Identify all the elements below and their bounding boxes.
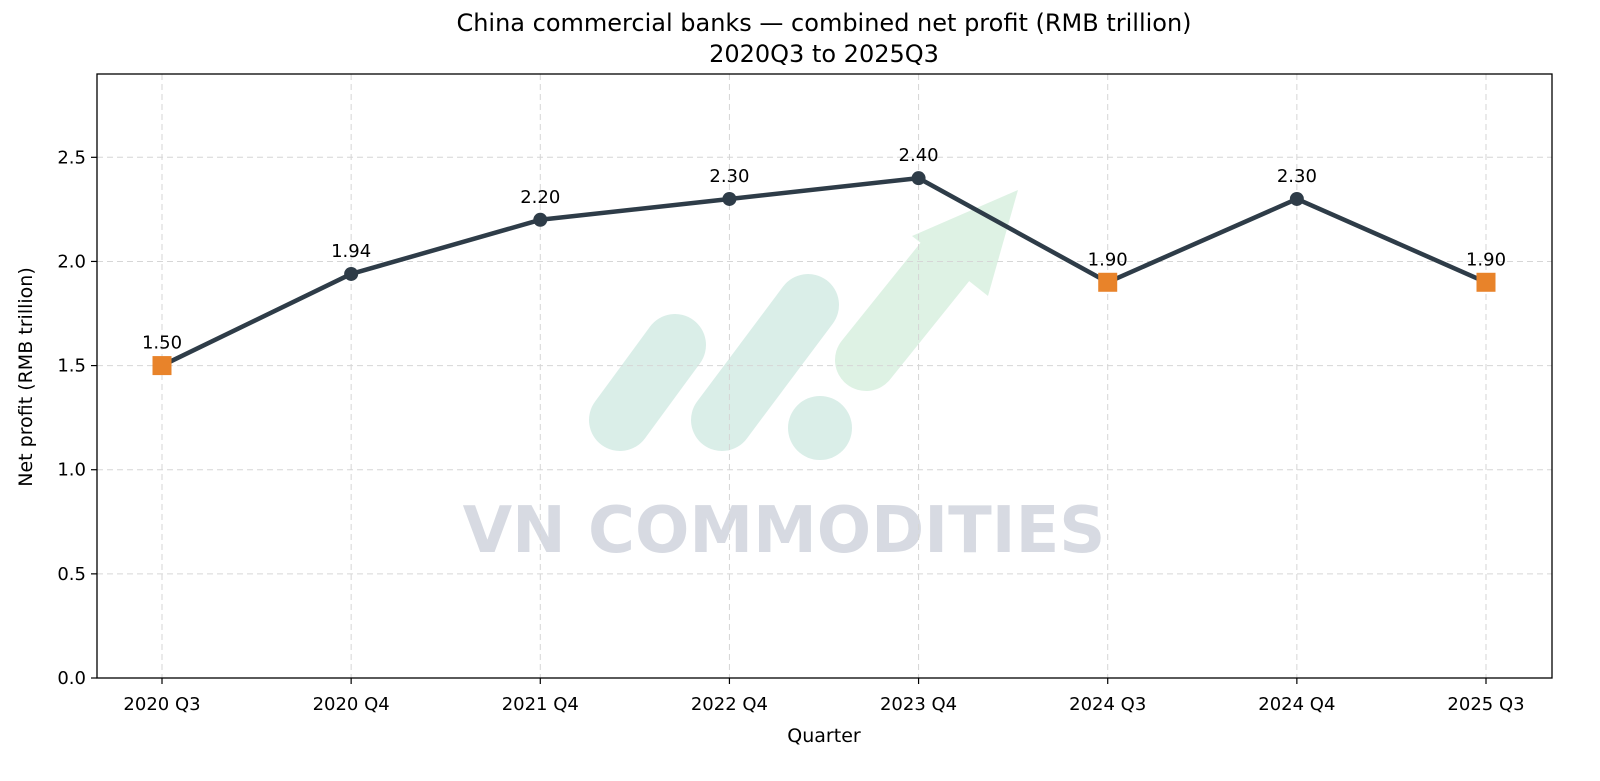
data-label: 2.20	[520, 187, 560, 208]
watermark-text: VN COMMODITIES	[463, 494, 1106, 568]
x-tick-label: 2024 Q4	[1258, 694, 1335, 715]
data-label: 2.30	[1277, 166, 1317, 187]
chart-subtitle: 2020Q3 to 2025Q3	[709, 40, 939, 68]
y-tick-label: 0.5	[57, 564, 86, 585]
series-line	[159, 175, 1489, 368]
y-tick-label: 2.5	[57, 147, 86, 168]
data-label: 1.90	[1466, 249, 1506, 270]
y-tick-label: 1.5	[57, 356, 86, 377]
data-label: 2.40	[899, 145, 939, 166]
plot-frame	[96, 73, 1553, 679]
data-label: 1.50	[142, 333, 182, 354]
y-axis-label: Net profit (RMB trillion)	[15, 267, 37, 486]
data-point-highlight	[152, 356, 172, 376]
axes: 0.0 0.5 1.0 1.5 2.0 2.5 2020 Q3 2020 Q4 2021 Q4 2…	[57, 73, 1553, 715]
x-tick-label: 2024 Q3	[1069, 694, 1146, 715]
x-tick-label: 2023 Q4	[880, 694, 957, 715]
x-tick-label: 2020 Q3	[123, 694, 200, 715]
data-label: 1.90	[1088, 249, 1128, 270]
data-label: 2.30	[709, 166, 749, 187]
data-label: 1.94	[331, 241, 371, 262]
watermark-graphic	[589, 190, 1018, 460]
chart-title: China commercial banks — combined net pr…	[456, 9, 1191, 37]
x-tick-label: 2020 Q4	[313, 694, 390, 715]
watermark-logo: VN COMMODITIES	[463, 190, 1106, 568]
data-point	[722, 191, 737, 206]
y-tick-label: 1.0	[57, 460, 86, 481]
data-point-highlight	[1476, 272, 1496, 292]
data-point	[1289, 191, 1304, 206]
data-point-highlight	[1098, 272, 1118, 292]
data-point	[911, 171, 926, 186]
x-tick-label: 2022 Q4	[691, 694, 768, 715]
data-point	[344, 266, 359, 281]
y-tick-label: 2.0	[57, 251, 86, 272]
series	[152, 171, 1496, 376]
data-point	[533, 212, 548, 227]
grid	[97, 74, 1552, 679]
x-tick-label: 2021 Q4	[502, 694, 579, 715]
y-tick-label: 0.0	[57, 668, 86, 689]
x-axis-label: Quarter	[787, 725, 861, 747]
x-tick-label: 2025 Q3	[1447, 694, 1524, 715]
data-labels: 1.50 1.94 2.20 2.30 2.40 1.90 2.30 1.90	[142, 145, 1506, 353]
